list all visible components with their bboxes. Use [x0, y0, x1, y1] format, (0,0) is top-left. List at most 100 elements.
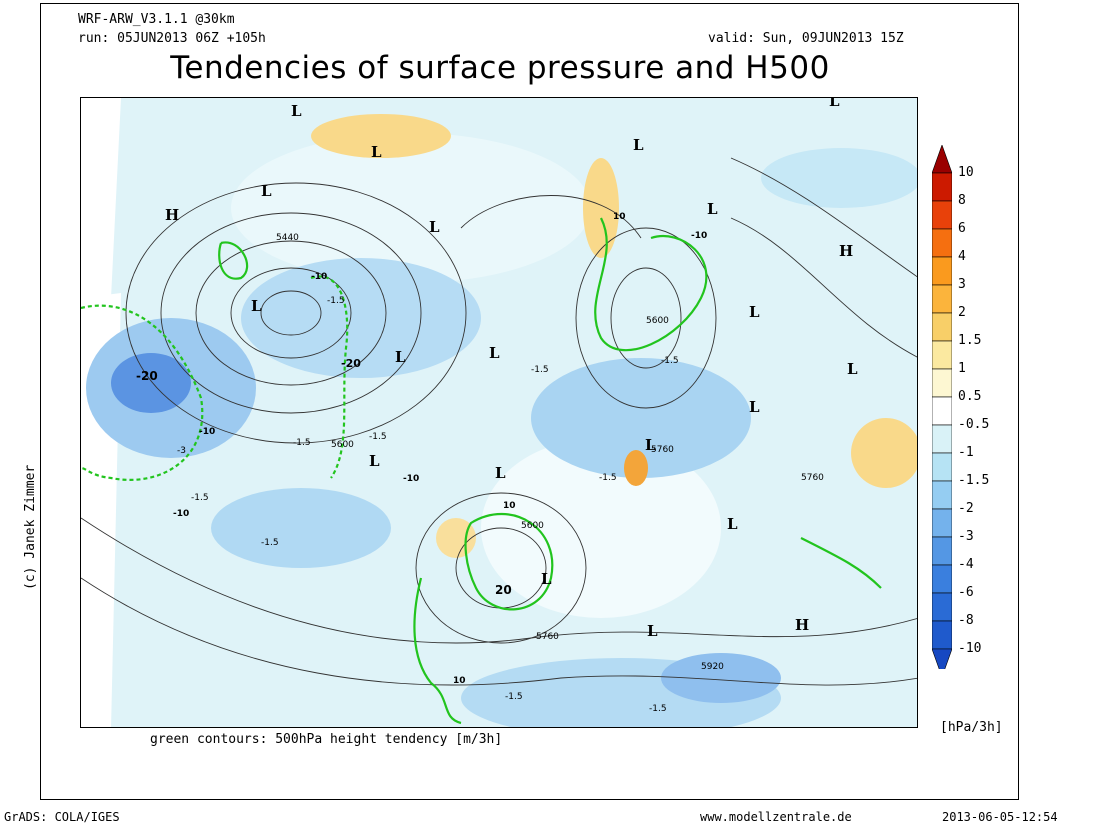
tendency-label: -1.5	[293, 438, 311, 448]
run-label: run: 05JUN2013 06Z +105h	[78, 31, 266, 46]
legend-tick-label: 1	[958, 361, 966, 376]
low-marker: L	[369, 452, 380, 470]
tendency-label: -10	[173, 509, 189, 519]
legend-cell	[932, 228, 952, 258]
tendency-label: 10	[613, 212, 626, 222]
shading-warm-norway	[583, 158, 619, 258]
low-marker: L	[829, 98, 840, 110]
legend-tick-label: -10	[958, 641, 982, 656]
tendency-label: -1.5	[649, 704, 667, 714]
tendency-label: 20	[495, 583, 512, 597]
low-marker: L	[489, 344, 500, 362]
tendency-labels: -20 -20 -10 -10 -10 -10 -10 10 10 10 20 …	[136, 212, 707, 714]
low-marker: L	[847, 360, 858, 378]
legend-cell	[932, 172, 952, 202]
high-marker: H	[165, 206, 179, 224]
height-label: 5600	[646, 316, 669, 326]
height-label: 5440	[276, 233, 299, 243]
legend-tick-label: 6	[958, 221, 966, 236]
tendency-label: -10	[311, 272, 327, 282]
shading-central-europe	[531, 358, 751, 478]
tendency-label: -10	[199, 427, 215, 437]
tendency-label: -10	[403, 474, 419, 484]
legend-cell	[932, 452, 952, 482]
height-label: 5920	[701, 662, 724, 672]
legend-cell	[932, 312, 952, 342]
low-marker: L	[291, 102, 302, 120]
weather-map: H H H L L L L L L L L L L L L L L L L L …	[80, 97, 918, 728]
legend-cell	[932, 368, 952, 398]
legend-tick-label: 0.5	[958, 389, 982, 404]
legend-tick-label: -8	[958, 613, 974, 628]
height-label: 5760	[651, 445, 674, 455]
model-label: WRF-ARW_V3.1.1 @30km	[78, 12, 235, 27]
legend-tick-label: 3	[958, 277, 966, 292]
legend-tick-label: 1.5	[958, 333, 982, 348]
legend-cell	[932, 564, 952, 594]
low-marker: L	[541, 570, 552, 588]
shading-warm-greenland	[311, 114, 451, 158]
low-marker: L	[707, 200, 718, 218]
page-title: Tendencies of surface pressure and H500	[170, 50, 830, 86]
shading-iberia	[481, 438, 721, 618]
legend-cell	[932, 340, 952, 370]
legend-tick-label: -1	[958, 445, 974, 460]
footer-left: GrADS: COLA/IGES	[4, 810, 120, 824]
legend-tick-label: -4	[958, 557, 974, 572]
tendency-label: -1.5	[369, 432, 387, 442]
legend-cell	[932, 592, 952, 622]
legend-units: [hPa/3h]	[940, 720, 1003, 735]
legend-cell	[932, 396, 952, 426]
low-marker: L	[371, 143, 382, 161]
legend-cell	[932, 145, 952, 174]
low-marker: L	[251, 297, 262, 315]
legend-tick-label: -3	[958, 529, 974, 544]
legend-tick-label: -1.5	[958, 473, 990, 488]
legend-cell	[932, 648, 952, 669]
legend-cell	[932, 256, 952, 286]
shading-low-center	[241, 258, 481, 378]
height-label: 5760	[536, 632, 559, 642]
legend-cell	[932, 536, 952, 566]
legend-tick-label: -0.5	[958, 417, 990, 432]
tendency-label: -1.5	[261, 538, 279, 548]
contour-note: green contours: 500hPa height tendency […	[150, 732, 503, 747]
low-marker: L	[261, 182, 272, 200]
footer-website: www.modellzentrale.de	[700, 810, 852, 824]
plot-frame	[40, 3, 1019, 800]
low-marker: L	[749, 303, 760, 321]
tendency-label: 10	[503, 501, 516, 511]
low-marker: L	[647, 622, 658, 640]
low-marker: L	[645, 436, 656, 454]
low-marker: L	[395, 348, 406, 366]
low-marker: L	[727, 515, 738, 533]
legend-tick-label: 10	[958, 165, 974, 180]
tendency-label: -20	[341, 357, 361, 370]
low-marker: L	[495, 464, 506, 482]
tendency-label: -20	[136, 369, 158, 383]
tendency-label: -1.5	[531, 365, 549, 375]
shading-russia	[761, 148, 917, 208]
tendency-contours	[81, 217, 882, 725]
shading-atlantic	[211, 488, 391, 568]
tendency-label: 10	[453, 676, 466, 686]
legend-tick-label: -6	[958, 585, 974, 600]
valid-label: valid: Sun, 09JUN2013 15Z	[708, 31, 904, 46]
legend-cell	[932, 620, 952, 650]
height-label: 5600	[331, 440, 354, 450]
legend-tick-label: -2	[958, 501, 974, 516]
legend-cell	[932, 424, 952, 454]
tendency-label: -1.5	[599, 473, 617, 483]
low-marker: L	[429, 218, 440, 236]
shading-africa-core	[661, 653, 781, 703]
low-marker: L	[749, 398, 760, 416]
legend-tick-label: 4	[958, 249, 966, 264]
height-contour-labels: 5440 5600 5600 5600 5760 5760 5760 5920	[276, 233, 824, 672]
map-canvas: H H H L L L L L L L L L L L L L L L L L …	[81, 98, 917, 727]
height-label: 5760	[801, 473, 824, 483]
tendency-label: -3	[177, 446, 186, 456]
tendency-label: -1.5	[191, 493, 209, 503]
height-contours	[81, 157, 917, 686]
legend-tick-label: 2	[958, 305, 966, 320]
height-label: 5600	[521, 521, 544, 531]
